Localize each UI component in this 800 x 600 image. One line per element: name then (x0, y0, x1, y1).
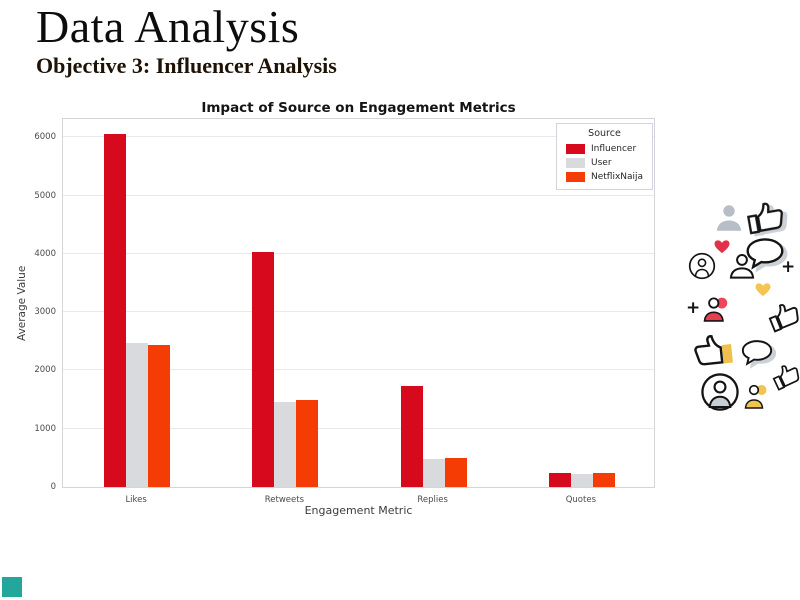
y-tick-label: 1000 (34, 423, 56, 434)
bar-influencer-likes (104, 134, 127, 487)
bar-user-quotes (570, 474, 593, 487)
social-icons-cluster: + + (680, 190, 800, 425)
legend-label: NetflixNaija (591, 172, 644, 182)
speech-bubble-icon (741, 340, 773, 366)
legend-swatch (566, 144, 585, 154)
thumbs-up-icon (768, 303, 799, 333)
x-tick-label: Replies (417, 495, 448, 505)
bar-netflixnaija-replies (444, 458, 467, 487)
chart-title: Impact of Source on Engagement Metrics (201, 100, 516, 116)
bar-netflixnaija-retweets (296, 399, 319, 487)
heart-yellow-icon (755, 283, 771, 297)
person-circle-gray-icon (701, 373, 739, 411)
y-tick-label: 2000 (34, 365, 56, 376)
slide-subtitle: Objective 3: Influencer Analysis (36, 53, 337, 78)
bar-netflixnaija-likes (148, 344, 171, 487)
person-red-icon (703, 297, 728, 322)
x-tick-label: Likes (125, 495, 147, 505)
legend-swatch (566, 158, 585, 168)
gridline (63, 369, 654, 371)
plus-icon: + (781, 257, 796, 277)
gridline (63, 252, 654, 254)
bar-user-replies (422, 459, 445, 487)
person-yellow-icon (744, 384, 767, 409)
chart-legend: Source Influencer User NetflixNaija (556, 123, 653, 190)
y-tick-label: 4000 (34, 248, 56, 259)
gridline (63, 311, 654, 313)
legend-swatch (566, 172, 585, 182)
speech-bubble-icon (746, 238, 784, 270)
x-tick-label: Quotes (565, 495, 597, 505)
page-title: Data Analysis (36, 1, 300, 52)
person-outline-icon (729, 254, 755, 279)
y-tick-label: 5000 (34, 190, 56, 201)
legend-title: Source (588, 128, 621, 139)
y-tick-label: 6000 (34, 132, 56, 143)
person-silhouette-icon (716, 205, 742, 231)
gridline (63, 427, 654, 429)
thumbs-up-yellow-icon (694, 335, 733, 366)
gridline (63, 136, 654, 138)
legend-label: Influencer (591, 144, 637, 154)
legend-item: Influencer (557, 142, 652, 156)
person-circle-icon (688, 252, 716, 280)
legend-label: User (591, 158, 612, 168)
bar-influencer-replies (400, 385, 423, 487)
bar-netflixnaija-quotes (592, 473, 615, 487)
gridline (63, 194, 654, 196)
bar-influencer-retweets (252, 252, 275, 487)
y-tick-label: 3000 (34, 307, 56, 318)
legend-item: User (557, 156, 652, 170)
plus-icon: + (686, 298, 701, 318)
legend-item: NetflixNaija (557, 170, 652, 184)
bar-user-retweets (274, 401, 297, 487)
corner-accent (2, 577, 22, 597)
heart-icon (714, 240, 730, 254)
bar-influencer-quotes (548, 473, 571, 487)
y-tick-label: 0 (50, 482, 56, 492)
x-tick-label: Retweets (264, 495, 304, 505)
bar-user-likes (126, 342, 149, 487)
thumbs-up-icon (746, 202, 783, 235)
thumbs-up-icon (772, 365, 800, 391)
x-axis-label: Engagement Metric (304, 504, 413, 517)
